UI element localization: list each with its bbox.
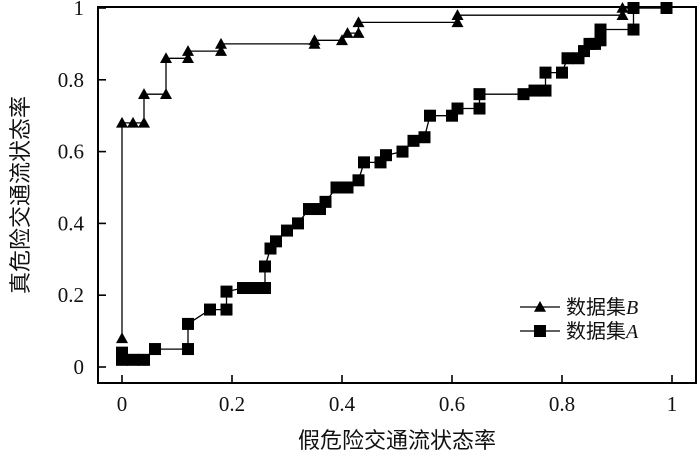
data-point-A <box>407 134 420 147</box>
data-point-A <box>424 109 436 122</box>
legend-label-suffix: A <box>624 321 639 343</box>
series-B <box>116 2 673 344</box>
data-point-A <box>292 217 304 230</box>
data-point-B <box>308 34 321 46</box>
data-point-A <box>116 353 128 366</box>
data-point-B <box>215 45 227 56</box>
data-point-A <box>237 282 249 295</box>
data-point-A <box>528 84 541 97</box>
legend-label: 数据集A <box>566 319 639 343</box>
legend-marker-square <box>534 325 546 337</box>
data-point-A <box>149 343 161 356</box>
y-tick-label: 0 <box>74 355 85 379</box>
data-point-B <box>616 9 629 20</box>
data-point-A <box>270 235 282 248</box>
series-layer <box>116 2 673 366</box>
y-tick-label: 1 <box>74 0 85 20</box>
data-point-A <box>182 343 194 356</box>
data-point-A <box>220 303 233 316</box>
data-point-A <box>556 66 568 79</box>
data-point-B <box>138 88 150 99</box>
data-point-B <box>160 88 172 99</box>
data-point-A <box>396 145 409 158</box>
data-point-B <box>116 116 128 128</box>
y-tick-label: 0.4 <box>58 211 85 235</box>
data-point-A <box>127 353 139 366</box>
data-point-A <box>341 181 354 194</box>
series-line-B <box>121 7 667 339</box>
legend-label-suffix: B <box>626 297 638 319</box>
x-tick-label: 0.2 <box>219 392 245 416</box>
data-point-A <box>473 88 486 101</box>
data-point-A <box>352 174 365 187</box>
data-point-B <box>451 16 464 28</box>
x-tick-label: 1 <box>667 392 678 416</box>
data-point-A <box>561 52 574 65</box>
data-point-B <box>352 27 365 38</box>
data-point-A <box>418 131 431 144</box>
data-point-B <box>336 34 348 46</box>
x-tick-label: 0.8 <box>549 392 575 416</box>
data-point-A <box>319 195 332 208</box>
data-point-A <box>627 23 640 36</box>
data-point-A <box>473 102 486 115</box>
legend-label: 数据集B <box>566 295 638 319</box>
data-point-B <box>352 16 365 28</box>
data-point-A <box>220 285 233 298</box>
data-point-A <box>259 260 271 273</box>
y-axis-title: 真危险交通流状态率 <box>9 96 34 294</box>
data-point-B <box>127 116 139 128</box>
x-tick-label: 0 <box>117 392 128 416</box>
data-point-A <box>248 282 260 295</box>
data-point-B <box>182 45 194 56</box>
legend-label-name: 数据集 <box>566 295 626 319</box>
data-point-A <box>660 2 673 14</box>
axes: 0 0.2 0.4 0.6 0.8 1 0 0.2 0.4 0.6 0.8 1 <box>58 0 697 416</box>
data-point-B <box>116 332 128 344</box>
data-point-B <box>138 116 150 128</box>
data-point-A <box>517 88 530 101</box>
data-point-A <box>330 181 343 194</box>
data-point-A <box>303 203 315 216</box>
y-tick-label: 0.8 <box>58 68 84 92</box>
x-axis-title: 假危险交通流状态率 <box>298 429 496 454</box>
data-point-B <box>215 37 227 49</box>
data-point-A <box>594 23 607 36</box>
y-tick-label: 0.6 <box>58 140 84 164</box>
data-point-A <box>451 102 464 115</box>
plot-frame <box>97 6 697 384</box>
data-point-A <box>594 34 607 47</box>
series-A <box>116 2 673 366</box>
data-point-A <box>182 317 194 330</box>
data-point-B <box>616 2 629 13</box>
data-point-A <box>572 52 585 65</box>
x-tick-label: 0.6 <box>439 392 465 416</box>
data-point-B <box>160 52 172 64</box>
data-point-A <box>380 149 392 162</box>
data-point-B <box>341 27 354 38</box>
data-point-B <box>451 9 464 20</box>
data-point-A <box>138 353 150 366</box>
legend-marker-triangle <box>534 301 546 312</box>
x-tick-label: 0.4 <box>329 392 356 416</box>
legend-label-name: 数据集 <box>566 319 626 343</box>
data-point-B <box>182 52 194 64</box>
data-point-A <box>539 84 552 97</box>
data-point-A <box>259 282 271 295</box>
y-tick-label: 0.2 <box>58 283 84 307</box>
data-point-A <box>204 303 216 316</box>
data-point-A <box>627 2 640 14</box>
data-point-A <box>539 66 552 79</box>
data-point-A <box>358 156 370 169</box>
data-point-A <box>281 224 293 237</box>
